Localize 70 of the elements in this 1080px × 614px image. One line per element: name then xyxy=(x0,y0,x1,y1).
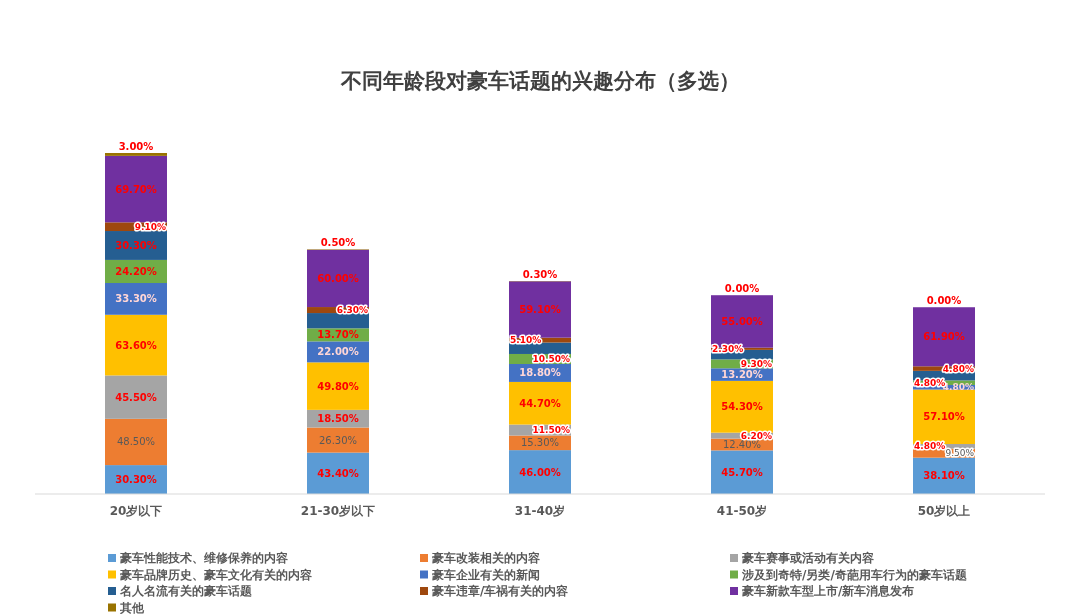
legend-label: 名人名流有关的豪车话题 xyxy=(119,584,252,598)
bar xyxy=(307,249,369,308)
data-label: 38.10% xyxy=(923,470,965,482)
data-label: 12.40% xyxy=(722,439,762,450)
legend-label: 豪车企业有关的新闻 xyxy=(431,567,540,582)
x-tick-label: 31-40岁 xyxy=(514,504,566,518)
data-label: 11.50% xyxy=(532,425,570,436)
data-label: 59.10% xyxy=(519,303,561,315)
data-label: 18.80% xyxy=(519,367,561,379)
data-label: 54.30% xyxy=(721,401,763,413)
legend-label: 豪车改装相关的内容 xyxy=(431,551,540,565)
bar xyxy=(711,380,773,433)
bar xyxy=(913,307,975,367)
legend-label: 其他 xyxy=(119,600,145,614)
data-label: 30.30% xyxy=(115,239,157,251)
data-label: 45.50% xyxy=(115,391,157,403)
data-label: 60.00% xyxy=(317,272,359,284)
x-tick-label: 21-30岁以下 xyxy=(300,504,376,518)
data-label: 69.70% xyxy=(115,183,157,195)
data-label: 55.00% xyxy=(721,315,763,327)
chart-title: 不同年龄段对豪车话题的兴趣分布（多选） xyxy=(339,69,740,93)
data-label: 48.50% xyxy=(116,436,156,448)
data-label: 33.30% xyxy=(115,293,157,305)
bar xyxy=(509,381,571,425)
x-tick-label: 41-50岁 xyxy=(716,504,768,518)
bar xyxy=(105,418,167,466)
data-label: 18.50% xyxy=(317,413,359,425)
x-tick-label: 20岁以下 xyxy=(109,504,163,518)
data-label: 0.30% xyxy=(522,269,558,281)
data-label: 63.60% xyxy=(115,339,157,351)
bar xyxy=(509,281,571,338)
bar xyxy=(711,450,773,494)
data-label: 10.50% xyxy=(532,353,570,364)
legend-label: 豪车新款车型上市/新车消息发布 xyxy=(741,584,915,598)
data-label: 22.00% xyxy=(317,346,359,358)
data-label: 30.30% xyxy=(115,474,157,486)
data-label: 45.70% xyxy=(721,466,763,478)
bar xyxy=(105,375,167,419)
data-label: 9.50% xyxy=(945,448,975,459)
data-label: 13.20% xyxy=(721,369,763,381)
data-label: 13.70% xyxy=(317,329,359,341)
legend-label: 豪车品牌历史、豪车文化有关的内容 xyxy=(119,567,312,582)
data-label: 2.30% xyxy=(712,343,744,354)
legend-label: 涉及到奇特/另类/奇葩用车行为的豪车话题 xyxy=(741,567,967,582)
bar xyxy=(307,362,369,410)
bar xyxy=(105,153,167,156)
data-label: 0.00% xyxy=(926,295,962,307)
data-label: 49.80% xyxy=(317,380,359,392)
data-label: 15.30% xyxy=(520,437,560,449)
data-label: 0.00% xyxy=(724,283,760,295)
legend-label: 豪车赛事或活动有关内容 xyxy=(741,551,874,565)
data-label: 57.10% xyxy=(923,411,965,423)
data-label: 0.50% xyxy=(320,237,356,249)
x-tick-label: 50岁以上 xyxy=(917,504,971,518)
data-label: 3.00% xyxy=(118,141,154,152)
data-label: 26.30% xyxy=(318,434,358,446)
data-label: 9.30% xyxy=(740,358,772,369)
data-label: 6.20% xyxy=(740,430,772,441)
legend-label: 豪车性能技术、维修保养的内容 xyxy=(119,551,288,565)
data-label: 43.40% xyxy=(317,467,359,479)
bar xyxy=(105,314,167,376)
bar xyxy=(307,313,369,329)
data-label: 6.30% xyxy=(336,305,368,316)
data-label: 46.00% xyxy=(519,466,561,478)
legend-label: 豪车违章/车祸有关的内容 xyxy=(431,584,569,598)
data-label: 24.20% xyxy=(115,265,157,277)
data-label: 9.10% xyxy=(134,221,166,232)
bar xyxy=(105,155,167,223)
data-label: 61.90% xyxy=(923,331,965,343)
data-label: 44.70% xyxy=(519,397,561,409)
